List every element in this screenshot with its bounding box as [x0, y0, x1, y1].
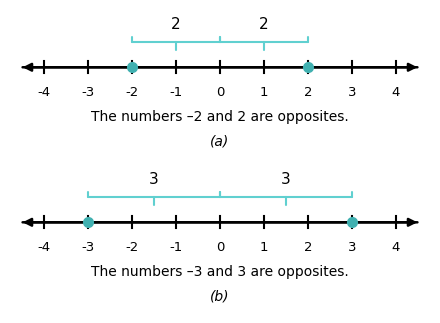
Text: -4: -4	[37, 241, 51, 254]
Text: 2: 2	[259, 17, 269, 32]
Text: (b): (b)	[210, 289, 230, 303]
Text: -3: -3	[81, 86, 95, 99]
Text: -2: -2	[125, 86, 139, 99]
Text: 3: 3	[348, 86, 356, 99]
Text: 2: 2	[171, 17, 181, 32]
Text: -3: -3	[81, 241, 95, 254]
Text: 0: 0	[216, 241, 224, 254]
Text: 3: 3	[348, 241, 356, 254]
Text: The numbers –3 and 3 are opposites.: The numbers –3 and 3 are opposites.	[91, 265, 349, 279]
Text: (a): (a)	[210, 134, 230, 148]
Text: -2: -2	[125, 241, 139, 254]
Text: 3: 3	[149, 172, 159, 187]
Text: 0: 0	[216, 86, 224, 99]
Text: 2: 2	[304, 86, 312, 99]
Text: -4: -4	[37, 86, 51, 99]
Text: 2: 2	[304, 241, 312, 254]
Text: 4: 4	[392, 241, 400, 254]
Text: -1: -1	[169, 241, 183, 254]
Text: The numbers –2 and 2 are opposites.: The numbers –2 and 2 are opposites.	[91, 110, 349, 124]
Text: 1: 1	[260, 241, 268, 254]
Text: 3: 3	[281, 172, 291, 187]
Text: -1: -1	[169, 86, 183, 99]
Text: 4: 4	[392, 86, 400, 99]
Text: 1: 1	[260, 86, 268, 99]
